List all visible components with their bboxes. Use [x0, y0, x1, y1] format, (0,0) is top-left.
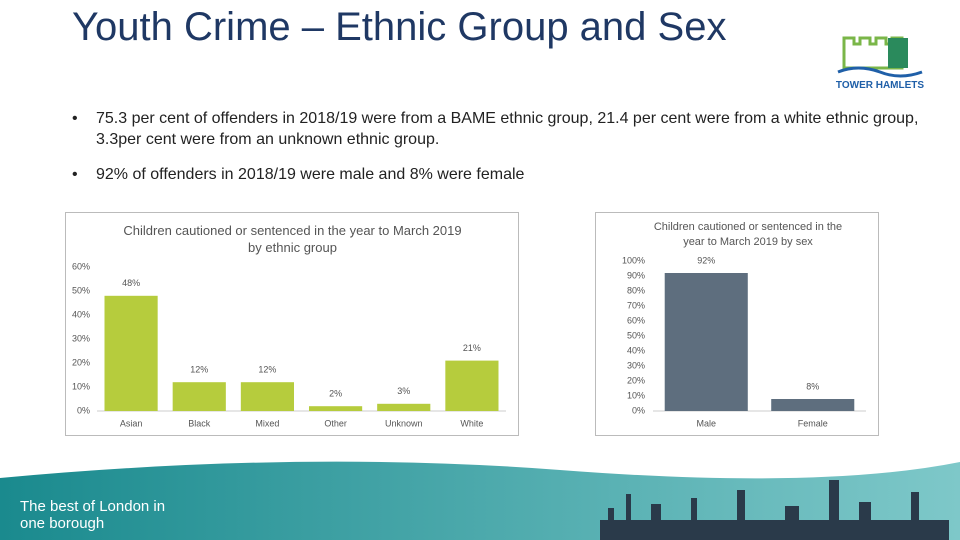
chart-frame — [595, 212, 879, 436]
y-tick-label: 10% — [72, 381, 90, 391]
bar — [240, 382, 295, 411]
y-tick-label: 30% — [627, 360, 645, 370]
value-label: 92% — [697, 255, 715, 265]
bar — [771, 399, 855, 411]
bar — [308, 406, 363, 411]
bullet: 92% of offenders in 2018/19 were male an… — [72, 164, 932, 185]
bar — [445, 360, 499, 411]
chart-frame — [65, 212, 519, 436]
y-tick-label: 40% — [627, 345, 645, 355]
y-tick-label: 20% — [627, 375, 645, 385]
skyline — [600, 480, 949, 540]
x-tick-label: Black — [188, 418, 211, 428]
y-tick-label: 80% — [627, 285, 645, 295]
value-label: 12% — [258, 365, 276, 375]
y-tick-label: 90% — [627, 270, 645, 280]
x-tick-label: Other — [324, 418, 347, 428]
bullet: 75.3 per cent of offenders in 2018/19 we… — [72, 108, 932, 150]
bar — [377, 403, 431, 411]
y-tick-label: 100% — [622, 255, 645, 265]
y-tick-label: 60% — [72, 261, 90, 271]
value-label: 12% — [190, 365, 208, 375]
value-label: 2% — [329, 389, 342, 399]
y-tick-label: 50% — [72, 285, 90, 295]
y-tick-label: 30% — [72, 333, 90, 343]
y-tick-label: 50% — [627, 330, 645, 340]
y-tick-label: 20% — [72, 357, 90, 367]
bullet-list: 75.3 per cent of offenders in 2018/19 we… — [72, 108, 932, 199]
chart-title: Children cautioned or sentenced in the y… — [653, 221, 843, 248]
x-tick-label: Unknown — [385, 418, 423, 428]
y-tick-label: 0% — [77, 405, 90, 415]
value-label: 3% — [397, 386, 410, 396]
bar — [104, 295, 158, 411]
x-tick-label: Asian — [120, 418, 143, 428]
x-tick-label: White — [460, 418, 483, 428]
y-tick-label: 10% — [627, 390, 645, 400]
x-tick-label: Female — [798, 418, 828, 428]
y-tick-label: 0% — [632, 405, 645, 415]
chart-title: Children cautioned or sentenced in the y… — [123, 223, 462, 255]
value-label: 21% — [463, 343, 481, 353]
logo-text: TOWER HAMLETS — [835, 80, 925, 91]
bar — [172, 382, 226, 411]
footer-tagline: The best of London in one borough — [20, 498, 166, 532]
slide-title: Youth Crime – Ethnic Group and Sex — [72, 5, 727, 49]
value-label: 8% — [806, 381, 819, 391]
bar — [664, 273, 748, 411]
y-tick-label: 40% — [72, 309, 90, 319]
y-tick-label: 70% — [627, 300, 645, 310]
value-label: 48% — [122, 278, 140, 288]
y-tick-label: 60% — [627, 315, 645, 325]
x-tick-label: Male — [696, 418, 716, 428]
logo-icon — [837, 36, 923, 78]
x-tick-label: Mixed — [255, 418, 279, 428]
